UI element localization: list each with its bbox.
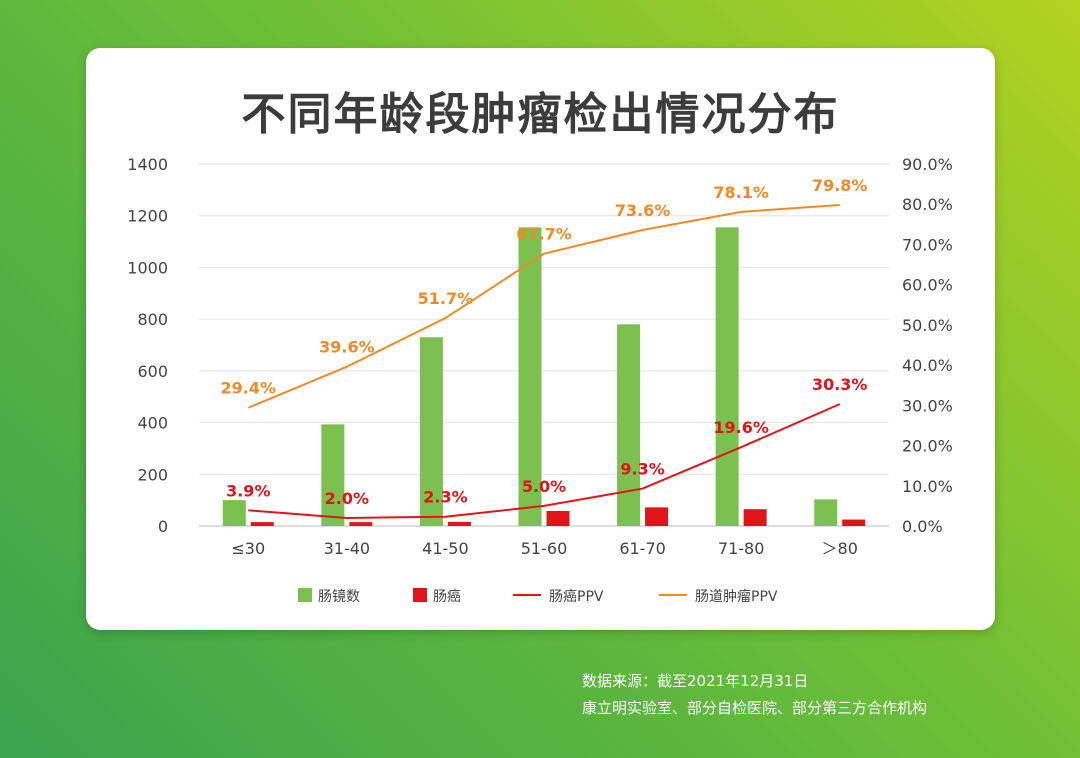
bar-colonoscopy (518, 227, 542, 526)
x-tick-label: 31-40 (324, 539, 371, 558)
data-label-cancer-ppv: 2.0% (325, 489, 369, 508)
y-right-tick-label: 20.0% (902, 437, 953, 456)
data-label-tumor-ppv: 73.6% (615, 201, 671, 220)
chart-svg: 0 200 400 600 800 1000 1200 1400 0.0% 10.0% 20.0% 3… (127, 155, 953, 605)
chart-card: 不同年龄段肿瘤检出情况分布 0 200 400 600 800 1000 1200 1400 0… (86, 48, 995, 630)
source-line-2: 康立明实验室、部分自检医院、部分第三方合作机构 (582, 699, 928, 717)
x-tick-label: 71-80 (718, 539, 765, 558)
y-right-tick-label: 50.0% (902, 316, 953, 335)
source-line-1: 数据来源：截至2021年12月31日 (582, 672, 809, 690)
y-left-tick-label: 0 (158, 517, 168, 536)
y-right-tick-label: 60.0% (902, 276, 953, 295)
data-source-note: 数据来源：截至2021年12月31日 康立明实验室、部分自检医院、部分第三方合作… (582, 668, 927, 722)
bar-cancer (447, 521, 471, 526)
bar-cancer (349, 522, 373, 526)
legend-label: 肠癌 (433, 589, 461, 605)
line-tumor-ppv (247, 204, 840, 409)
data-label-cancer-ppv: 2.3% (423, 488, 467, 507)
x-tick-label: 41-50 (422, 539, 469, 558)
bar-colonoscopy (814, 499, 838, 526)
y-right-tick-label: 0.0% (902, 517, 943, 536)
y-right-tick-label: 10.0% (902, 477, 953, 496)
x-tick-label: 61-70 (619, 539, 666, 558)
bar-colonoscopy (715, 227, 739, 526)
bar-cancer (250, 522, 274, 526)
bar-colonoscopy (617, 324, 641, 526)
data-label-tumor-ppv: 79.8% (812, 176, 868, 195)
data-label-cancer-ppv: 9.3% (620, 460, 664, 479)
y-left-tick-label: 800 (137, 310, 168, 329)
bar-cancer (546, 511, 570, 526)
bar-colonoscopy (419, 337, 443, 526)
y-right-tick-label: 70.0% (902, 235, 953, 254)
y-left-tick-label: 1400 (127, 155, 168, 174)
x-tick-label: ≤30 (231, 539, 265, 558)
x-tick-label: 51-60 (521, 539, 568, 558)
legend-label: 肠道肿瘤PPV (695, 588, 778, 605)
data-label-tumor-ppv: 39.6% (319, 338, 375, 357)
y-left-tick-label: 200 (137, 465, 168, 484)
bar-colonoscopy (321, 424, 345, 526)
bar-cancer (645, 507, 669, 526)
y-right-tick-label: 40.0% (902, 356, 953, 375)
data-label-cancer-ppv: 19.6% (713, 418, 769, 437)
y-left-tick-label: 600 (137, 362, 168, 381)
bar-colonoscopy (222, 500, 246, 526)
data-label-cancer-ppv: 5.0% (522, 477, 566, 496)
chart-title: 不同年龄段肿瘤检出情况分布 (241, 89, 840, 140)
data-label-cancer-ppv: 3.9% (226, 481, 270, 500)
y-right-tick-label: 30.0% (902, 396, 953, 415)
bar-cancer (743, 509, 767, 526)
y-left-tick-label: 1200 (127, 207, 168, 226)
data-label-tumor-ppv: 29.4% (221, 379, 277, 398)
line-cancer-ppv (248, 403, 841, 519)
data-label-tumor-ppv: 51.7% (418, 289, 474, 308)
legend-label: 肠癌PPV (549, 589, 604, 605)
bar-cancer (842, 519, 866, 526)
data-label-tumor-ppv: 67.7% (516, 225, 572, 244)
legend-swatch (413, 588, 427, 602)
y-right-tick-label: 80.0% (902, 195, 953, 214)
y-right-tick-label: 90.0% (902, 155, 953, 174)
data-label-cancer-ppv: 30.3% (812, 375, 868, 394)
legend-swatch (298, 588, 312, 602)
y-left-tick-label: 1000 (127, 258, 168, 277)
x-tick-label: ＞80 (822, 539, 858, 558)
y-left-tick-label: 400 (137, 414, 168, 433)
data-label-tumor-ppv: 78.1% (713, 183, 769, 202)
legend-label: 肠镜数 (318, 589, 360, 605)
